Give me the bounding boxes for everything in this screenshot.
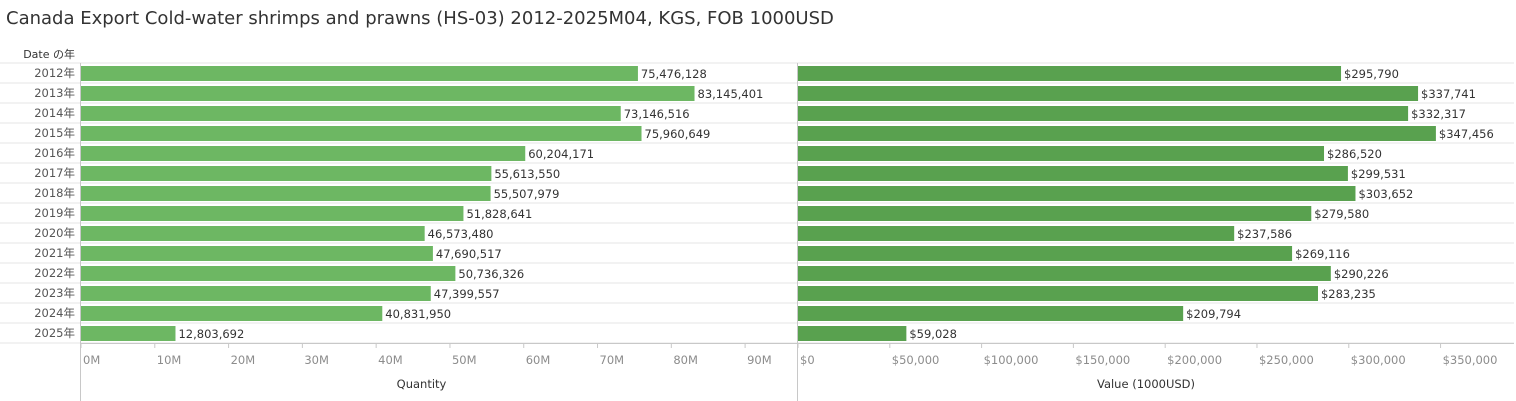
- bar-value-label: 73,146,516: [624, 107, 690, 121]
- bar-value-label: $299,531: [1351, 167, 1406, 181]
- bar-value-label: $279,580: [1314, 207, 1369, 221]
- x-tick-label: 60M: [526, 353, 551, 367]
- bar: [798, 246, 1293, 261]
- bar: [81, 266, 456, 281]
- panel-quantity: 0M 10M 20M 30M 40M 50M 60M 70M 80M 90M Quantity 75,…: [80, 63, 797, 401]
- bar-value-label: $283,235: [1321, 287, 1376, 301]
- x-tick-label: $200,000: [1167, 353, 1222, 367]
- x-tick-label: 80M: [673, 353, 698, 367]
- row-label: 2015年: [34, 126, 75, 140]
- bar-value-label: 55,507,979: [494, 187, 560, 201]
- x-tick-label: 10M: [157, 353, 182, 367]
- bar-value-label: 51,828,641: [466, 207, 532, 221]
- row-label: 2012年: [34, 66, 75, 80]
- x-axis-title: Value (1000USD): [1097, 377, 1195, 391]
- row-label: 2018年: [34, 186, 75, 200]
- x-tick-label: $250,000: [1259, 353, 1314, 367]
- bar-value-label: $269,116: [1295, 247, 1350, 261]
- row-label: 2024年: [34, 306, 75, 320]
- row-label: 2022年: [34, 266, 75, 280]
- bar: [81, 186, 491, 201]
- bar-value-label: 46,573,480: [428, 227, 494, 241]
- bar: [81, 286, 431, 301]
- x-tick-label: 0M: [83, 353, 100, 367]
- bar: [798, 286, 1318, 301]
- bar-value-label: 47,690,517: [436, 247, 502, 261]
- chart-title: Canada Export Cold-water shrimps and pra…: [6, 8, 834, 29]
- x-tick-label: 40M: [378, 353, 403, 367]
- chart-panels: 0M 10M 20M 30M 40M 50M 60M 70M 80M 90M Quantity 75,…: [80, 63, 1514, 401]
- bar: [798, 86, 1419, 101]
- x-tick-label: 20M: [231, 353, 256, 367]
- bar: [81, 226, 425, 241]
- bar-value-label: 12,803,692: [178, 327, 244, 341]
- x-tick-label: $100,000: [984, 353, 1039, 367]
- row-label: 2016年: [34, 146, 75, 160]
- bar: [81, 126, 642, 141]
- bar: [798, 166, 1348, 181]
- bar: [798, 66, 1342, 81]
- x-tick-label: $350,000: [1443, 353, 1498, 367]
- bar-value-label: 75,960,649: [645, 127, 711, 141]
- bar-value-label: $332,317: [1411, 107, 1466, 121]
- bar: [81, 106, 621, 121]
- bar: [81, 246, 433, 261]
- panel-value: $0 $50,000 $100,000 $150,000 $200,000 $250,00…: [797, 63, 1514, 401]
- bar: [798, 226, 1235, 241]
- x-tick-label: 30M: [304, 353, 329, 367]
- bar: [798, 266, 1331, 281]
- row-labels: 2012年 2013年 2014年 2015年 2016年 2017年 2018年 2019年…: [0, 62, 1514, 344]
- row-label: 2014年: [34, 106, 75, 120]
- bar: [798, 186, 1356, 201]
- bar-value-label: 40,831,950: [385, 307, 451, 321]
- bar: [798, 206, 1312, 221]
- bar: [81, 326, 176, 341]
- bar: [81, 306, 383, 321]
- bar-value-label: $59,028: [909, 327, 957, 341]
- bar: [798, 146, 1325, 161]
- bar-value-label: 60,204,171: [528, 147, 594, 161]
- row-label: 2017年: [34, 166, 75, 180]
- bar-value-label: $303,652: [1358, 187, 1413, 201]
- bar: [798, 106, 1409, 121]
- row-label: 2025年: [34, 326, 75, 340]
- x-tick-label: 50M: [452, 353, 477, 367]
- bar-value-label: 50,736,326: [458, 267, 524, 281]
- x-tick-label: 70M: [600, 353, 625, 367]
- row-label: 2019年: [34, 206, 75, 220]
- bar-value-label: $286,520: [1327, 147, 1382, 161]
- bar-value-label: 55,613,550: [494, 167, 560, 181]
- bar-value-label: 83,145,401: [698, 87, 764, 101]
- row-label: 2021年: [34, 246, 75, 260]
- row-label: 2020年: [34, 226, 75, 240]
- row-label: 2023年: [34, 286, 75, 300]
- bar: [798, 306, 1184, 321]
- bar: [81, 206, 464, 221]
- bar-value-label: $337,741: [1421, 87, 1476, 101]
- x-tick-label: $300,000: [1351, 353, 1406, 367]
- x-tick-label: $150,000: [1075, 353, 1130, 367]
- row-label: 2013年: [34, 86, 75, 100]
- row-header-label: Date の年: [23, 47, 75, 61]
- bar-value-label: $209,794: [1186, 307, 1241, 321]
- bar-value-label: $237,586: [1237, 227, 1292, 241]
- bar: [81, 166, 492, 181]
- x-tick-label: $50,000: [892, 353, 940, 367]
- bar-value-label: 47,399,557: [434, 287, 500, 301]
- x-axis-title: Quantity: [397, 377, 447, 391]
- bar: [81, 86, 695, 101]
- bar: [798, 126, 1436, 141]
- bar: [798, 326, 907, 341]
- bar-value-label: $290,226: [1334, 267, 1389, 281]
- x-tick-label: $0: [800, 353, 815, 367]
- bar: [81, 66, 638, 81]
- bar-value-label: $295,790: [1344, 67, 1399, 81]
- x-tick-label: 90M: [747, 353, 772, 367]
- bar: [81, 146, 526, 161]
- bar-value-label: $347,456: [1439, 127, 1494, 141]
- bar-value-label: 75,476,128: [641, 67, 707, 81]
